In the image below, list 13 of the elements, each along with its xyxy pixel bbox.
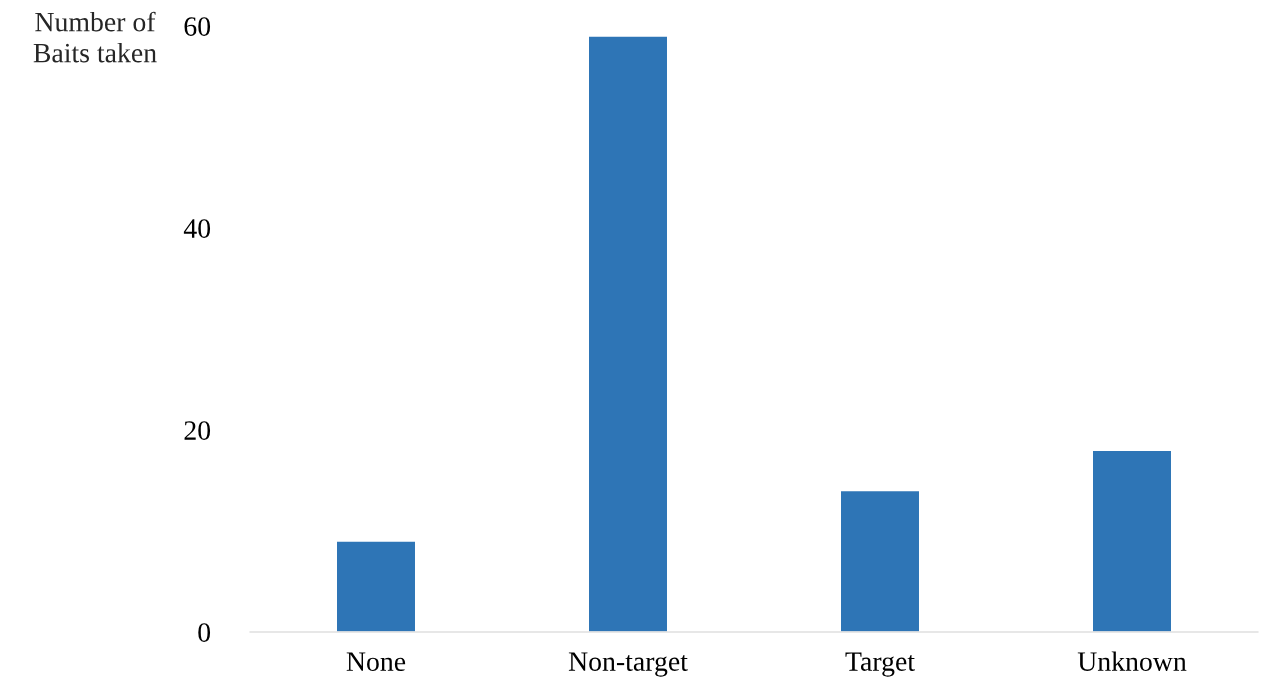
bar <box>587 35 669 632</box>
bar <box>335 540 417 632</box>
y-axis-title: Number of Baits taken <box>33 11 157 63</box>
y-tick-label: 0 <box>198 623 211 642</box>
bar <box>1091 449 1173 632</box>
y-tick-label: 60 <box>184 17 211 36</box>
bar <box>839 489 921 632</box>
x-tick-label: Target <box>845 652 915 677</box>
x-tick-label: Non-target <box>568 652 688 677</box>
y-tick-label: 20 <box>184 421 211 440</box>
y-tick-label: 40 <box>183 219 211 238</box>
x-tick-label: None <box>346 652 406 671</box>
x-tick-label: Unknown <box>1077 651 1187 671</box>
